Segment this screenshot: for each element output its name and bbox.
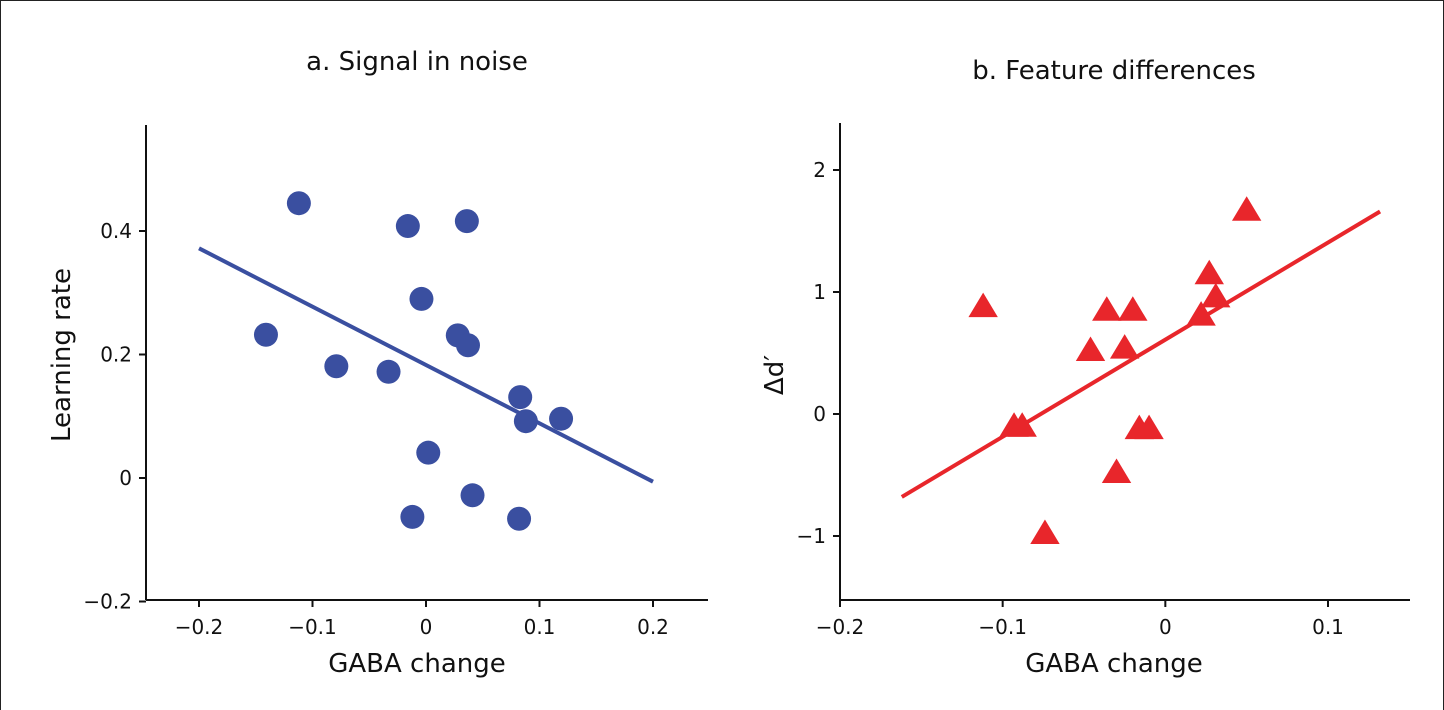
x-tick-label: −0.2 [816,615,865,639]
data-point [395,214,420,239]
panel-a-xlabel: GABA change [328,649,506,679]
x-tick-label: −0.1 [288,615,337,639]
data-point [507,506,532,531]
x-tick-label: 0 [420,615,433,639]
y-tick-label: 0.4 [100,219,132,243]
x-tick-label: −0.1 [978,615,1027,639]
data-point [1134,414,1164,440]
data-point [1186,301,1216,326]
data-point [1101,458,1132,484]
y-tick-label: 0 [813,402,826,426]
y-tick-label: −1 [797,524,826,548]
panel-a-title: a. Signal in noise [306,47,528,77]
data-point [376,359,401,384]
panel-b-ylabel: Δd′ [760,355,790,395]
data-point [508,385,533,410]
data-point [1075,336,1106,362]
panel-a-ylabel: Learning rate [47,268,77,442]
data-point [454,209,479,234]
data-point [455,333,480,358]
data-point [416,440,441,465]
data-point [324,354,349,379]
data-point [286,191,311,216]
data-point [1109,334,1140,359]
data-point [460,483,485,508]
x-tick-label: 0.1 [524,615,556,639]
data-point [1030,519,1060,545]
y-tick-label: 0.2 [100,343,132,367]
x-tick-label: −0.2 [175,615,224,639]
data-point [968,292,998,318]
panel-a: a. Signal in noise GABA change Learning … [47,47,708,679]
x-tick-label: 0 [1159,615,1172,639]
data-point [409,286,434,311]
y-tick-label: −0.2 [83,590,132,614]
data-point [253,322,278,347]
y-tick-label: 0 [119,466,132,490]
y-tick-label: 1 [813,280,826,304]
data-point [1118,296,1148,321]
data-point [1201,282,1231,308]
data-point [400,504,425,529]
data-point [1194,259,1224,285]
x-tick-label: 0.1 [1312,615,1344,639]
panel-b-xlabel: GABA change [1025,649,1203,679]
data-point [1007,412,1037,437]
data-point [513,409,538,434]
x-tick-label: 0.2 [637,615,669,639]
panel-b: b. Feature differences GABA change Δd′ −… [760,56,1410,679]
data-point [1092,296,1122,321]
y-tick-label: 2 [813,158,826,182]
data-point [549,406,574,431]
regression-line [198,246,654,484]
panel-b-title: b. Feature differences [972,56,1256,86]
data-point [1231,196,1262,221]
regression-line [900,209,1382,499]
